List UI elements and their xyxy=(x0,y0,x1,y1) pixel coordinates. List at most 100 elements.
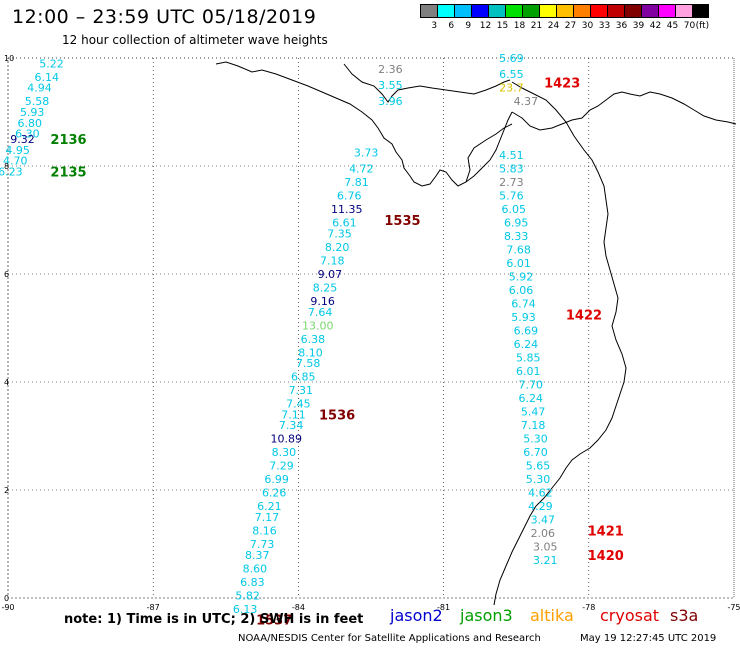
legend-labels: 3 6 9 12 15 18 21 24 27 30 33 36 39 42 45 70 (ft) xyxy=(420,18,710,31)
wave-height-label: 7.11 xyxy=(281,408,306,421)
wave-height-label: 7.64 xyxy=(308,306,333,319)
legend-swatch xyxy=(658,4,675,18)
wave-height-label: 6.13 xyxy=(233,603,258,616)
map-frame xyxy=(7,57,735,599)
legend-swatch xyxy=(641,4,658,18)
pass-time-label: 2136 xyxy=(50,133,86,148)
wave-height-label: 7.17 xyxy=(255,511,280,524)
legend-swatch xyxy=(420,4,437,18)
wave-height-label: 6.14 xyxy=(34,71,59,84)
x-tick-label: -81 xyxy=(437,603,450,612)
legend-label: 70 xyxy=(683,21,696,31)
wave-height-label: 6.99 xyxy=(264,473,289,486)
pass-time-label: 1536 xyxy=(319,408,355,423)
wave-height-label: 3.05 xyxy=(533,541,558,554)
wave-height-label: 3.47 xyxy=(531,514,556,527)
wave-height-label: 10.89 xyxy=(271,433,303,446)
wave-height-label: 3.96 xyxy=(378,95,403,108)
wave-height-label: 7.70 xyxy=(518,379,543,392)
legend-label: 6 xyxy=(448,21,455,31)
wave-height-label: 6.01 xyxy=(506,257,531,270)
wave-height-label: 7.73 xyxy=(250,538,275,551)
x-tick-label: -84 xyxy=(292,603,305,612)
wave-height-label: 4.72 xyxy=(349,163,374,176)
pass-time-label: 2135 xyxy=(50,165,86,180)
wave-height-label: 5.83 xyxy=(499,163,524,176)
wave-height-label: 7.81 xyxy=(344,176,369,189)
legend-label: 30 xyxy=(581,21,594,31)
wave-height-label: 4.95 xyxy=(5,144,30,157)
lat-lon-grid xyxy=(7,57,735,599)
x-tick-label: -90 xyxy=(1,603,14,612)
wave-height-label: 7.34 xyxy=(279,419,304,432)
wave-height-label: 7.68 xyxy=(506,244,531,257)
wave-height-label: 5.76 xyxy=(499,190,524,203)
wave-height-label: 6.01 xyxy=(516,365,541,378)
wave-height-label: 6.21 xyxy=(257,500,282,513)
wave-height-label: 13.00 xyxy=(302,319,334,332)
wave-height-label: 4.37 xyxy=(514,95,539,108)
legend-swatch xyxy=(471,4,488,18)
wave-height-label: 9.07 xyxy=(318,268,343,281)
wave-height-label: 3.21 xyxy=(533,554,558,567)
x-tick-label: -78 xyxy=(582,603,595,612)
wave-height-label: 6.74 xyxy=(511,298,536,311)
wave-height-label: 8.10 xyxy=(298,346,323,359)
pass-time-labels: 2136 2135 1535 1536 1537 1423 1422 1421 1420 xyxy=(50,76,623,628)
wave-height-label: 4.51 xyxy=(499,149,524,162)
legend-label: 9 xyxy=(465,21,472,31)
y-tick-label: 0 xyxy=(4,594,9,603)
wave-height-label: 6.06 xyxy=(509,284,534,297)
legend-color-bar xyxy=(420,4,709,18)
legend-label: 36 xyxy=(615,21,628,31)
wave-height-label: 11.35 xyxy=(331,203,363,216)
legend-swatch xyxy=(573,4,590,18)
wave-height-label: 2.73 xyxy=(499,176,524,189)
wave-height-label: 5.85 xyxy=(516,352,541,365)
wave-height-label: 6.69 xyxy=(514,325,539,338)
wave-height-label: 5.30 xyxy=(523,433,548,446)
legend-label: 3 xyxy=(431,21,438,31)
wave-height-label: 5.93 xyxy=(20,106,45,119)
wave-height-label: 4.62 xyxy=(528,487,553,500)
wave-height-label: 7.31 xyxy=(289,384,314,397)
wave-height-label: 5.30 xyxy=(526,473,551,486)
coastline-panama-colombia xyxy=(493,81,627,606)
wave-height-label: 6.55 xyxy=(499,68,524,81)
pass-time-label: 1537 xyxy=(256,614,292,629)
latitude-axis: 0 2 4 6 8 10 xyxy=(4,54,14,603)
legend-label: (ft) xyxy=(695,21,710,31)
wave-height-label: 6.70 xyxy=(523,446,548,459)
wave-height-label: 5.47 xyxy=(521,406,546,419)
wave-height-label: 6.83 xyxy=(240,576,265,589)
pass-time-label: 1422 xyxy=(566,309,602,324)
wave-height-label: 8.30 xyxy=(272,446,297,459)
legend-label: 15 xyxy=(496,21,509,31)
wave-height-label: 8.33 xyxy=(504,230,529,243)
wave-height-label: 5.65 xyxy=(526,460,551,473)
coastline-colombia-north xyxy=(511,91,737,131)
y-tick-label: 6 xyxy=(4,270,9,279)
wave-height-label: 6.30 xyxy=(15,128,40,141)
longitude-axis: -90 -87 -84 -81 -78 -75 xyxy=(1,603,740,612)
x-tick-label: -87 xyxy=(147,603,160,612)
satellite-jason2: jason2 xyxy=(390,606,443,625)
legend-label: 27 xyxy=(564,21,577,31)
coastline-caribbean-north xyxy=(343,63,511,103)
wave-height-label: 6.24 xyxy=(518,392,543,405)
wave-height-label: 7.58 xyxy=(296,357,321,370)
wave-height-label: 4.70 xyxy=(3,155,28,168)
wave-height-label: 3.55 xyxy=(378,79,403,92)
pass-time-label: 1420 xyxy=(588,549,624,564)
wave-height-label: 7.18 xyxy=(320,255,345,268)
wave-height-label: 5.69 xyxy=(499,52,524,65)
wave-height-label: 8.25 xyxy=(313,282,338,295)
wave-height-label: 9.16 xyxy=(310,295,335,308)
chart-title: 12:00 – 23:59 UTC 05/18/2019 xyxy=(12,6,317,28)
wave-height-label: 6.38 xyxy=(301,333,326,346)
y-tick-label: 8 xyxy=(4,162,9,171)
legend-label: 18 xyxy=(513,21,526,31)
satellite-cryosat: cryosat xyxy=(600,606,660,625)
legend-label: 33 xyxy=(598,21,611,31)
